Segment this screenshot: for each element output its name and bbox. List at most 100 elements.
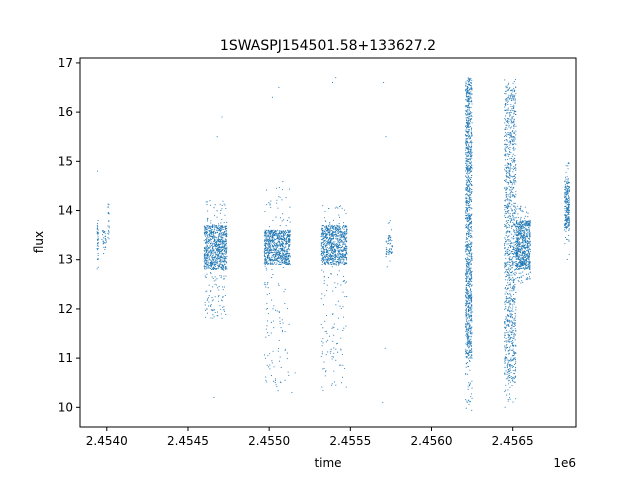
- data-point: [338, 256, 340, 258]
- data-point: [468, 275, 470, 277]
- data-point: [279, 230, 281, 232]
- data-point: [467, 354, 469, 356]
- data-point: [217, 250, 219, 252]
- data-point: [466, 160, 468, 162]
- data-point: [467, 111, 469, 113]
- data-point: [277, 252, 279, 254]
- data-point: [344, 282, 346, 284]
- data-point: [283, 247, 285, 249]
- data-point: [96, 268, 98, 270]
- data-point: [278, 186, 280, 189]
- data-point: [507, 89, 509, 91]
- data-point: [468, 246, 470, 248]
- data-point: [275, 216, 277, 218]
- data-point: [221, 243, 223, 245]
- data-point: [330, 242, 332, 244]
- data-point: [466, 247, 469, 249]
- data-point: [343, 255, 345, 257]
- data-point: [467, 270, 469, 272]
- data-point: [466, 253, 468, 255]
- data-point: [504, 79, 506, 81]
- data-point: [510, 195, 512, 197]
- data-point: [203, 253, 205, 255]
- data-point: [275, 259, 277, 261]
- data-point: [209, 263, 211, 265]
- data-point: [345, 253, 347, 255]
- data-point: [288, 254, 290, 256]
- data-point: [471, 318, 473, 320]
- data-point: [505, 238, 507, 240]
- data-point: [331, 247, 333, 249]
- data-point: [466, 134, 468, 136]
- data-point: [332, 252, 334, 254]
- data-point: [507, 187, 509, 189]
- data-point: [225, 253, 227, 255]
- data-point: [216, 263, 218, 265]
- data-point: [214, 251, 216, 253]
- data-point: [277, 350, 279, 352]
- data-point: [326, 260, 328, 262]
- data-point: [510, 243, 512, 245]
- data-point: [510, 220, 512, 223]
- data-point: [467, 90, 469, 92]
- data-point: [203, 254, 205, 256]
- data-point: [281, 254, 283, 256]
- data-point: [327, 242, 329, 244]
- data-point: [390, 249, 392, 251]
- data-point: [508, 279, 511, 282]
- data-point: [507, 282, 509, 284]
- data-point: [509, 196, 511, 199]
- data-point: [515, 143, 517, 145]
- data-point: [507, 194, 509, 196]
- data-point: [205, 233, 207, 235]
- data-point: [465, 356, 467, 358]
- data-point: [514, 177, 517, 179]
- data-point: [204, 232, 206, 234]
- data-point: [343, 263, 345, 265]
- data-point: [469, 280, 471, 282]
- data-point: [471, 321, 473, 323]
- data-point: [504, 200, 506, 202]
- data-point: [218, 235, 220, 237]
- data-point: [504, 336, 506, 338]
- data-point: [513, 137, 515, 139]
- data-point: [508, 170, 510, 172]
- data-point: [267, 257, 269, 259]
- data-point: [332, 313, 334, 316]
- data-point: [334, 249, 336, 251]
- data-point: [271, 235, 273, 237]
- data-point: [389, 237, 391, 239]
- data-point: [468, 232, 470, 234]
- data-point: [343, 209, 346, 211]
- data-point: [343, 247, 345, 249]
- data-point: [505, 87, 507, 89]
- data-point: [108, 227, 110, 229]
- data-point: [512, 310, 514, 312]
- data-point: [513, 174, 515, 176]
- data-point: [270, 249, 272, 251]
- data-point: [287, 230, 289, 232]
- data-point: [215, 268, 217, 270]
- data-point: [343, 248, 345, 250]
- data-point: [277, 283, 280, 285]
- data-point: [509, 218, 511, 220]
- data-point: [467, 386, 469, 388]
- data-point: [324, 320, 326, 322]
- data-point: [219, 242, 221, 244]
- data-point: [221, 246, 223, 248]
- data-point: [287, 262, 289, 264]
- data-point: [223, 242, 225, 244]
- data-point: [212, 317, 214, 319]
- data-point: [505, 139, 507, 141]
- data-point: [217, 229, 219, 231]
- data-point: [265, 253, 267, 255]
- data-point: [285, 243, 287, 245]
- data-point: [322, 261, 324, 263]
- data-point: [333, 251, 335, 253]
- data-point: [340, 227, 342, 230]
- data-point: [325, 236, 327, 238]
- data-point: [507, 368, 509, 370]
- data-point: [468, 161, 470, 163]
- data-point: [345, 281, 347, 283]
- data-point: [330, 234, 332, 236]
